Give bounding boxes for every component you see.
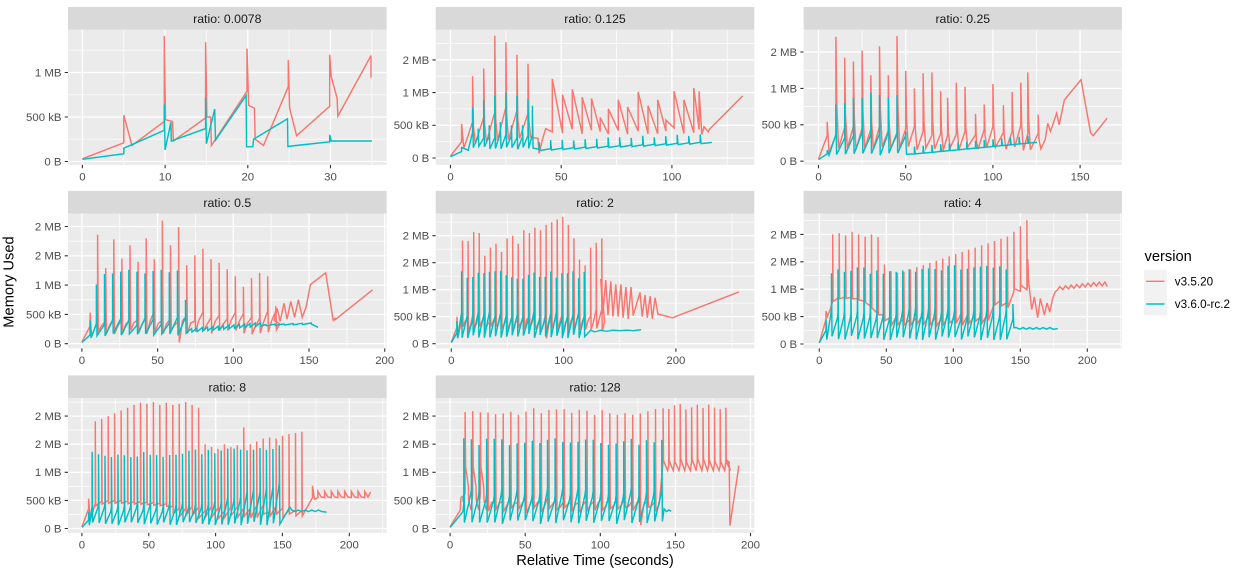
svg-text:20: 20 [241, 171, 254, 183]
svg-text:2 MB: 2 MB [35, 439, 62, 451]
svg-text:500 kB: 500 kB [762, 312, 797, 324]
svg-text:0 B: 0 B [780, 339, 797, 351]
svg-text:150: 150 [299, 355, 318, 367]
svg-text:500 kB: 500 kB [394, 312, 429, 324]
svg-text:100: 100 [944, 355, 963, 367]
svg-text:500 kB: 500 kB [26, 112, 61, 124]
svg-text:0: 0 [447, 171, 453, 183]
svg-text:ratio: 0.0078: ratio: 0.0078 [193, 12, 262, 26]
svg-text:version: version [1145, 249, 1192, 265]
svg-text:v3.5.20: v3.5.20 [1175, 275, 1214, 288]
svg-text:200: 200 [375, 355, 394, 367]
svg-text:0: 0 [79, 171, 85, 183]
svg-text:2 MB: 2 MB [403, 231, 430, 243]
svg-text:0: 0 [79, 355, 85, 367]
svg-text:0: 0 [448, 355, 454, 367]
svg-text:0 B: 0 B [780, 156, 797, 168]
svg-text:0 B: 0 B [44, 339, 61, 351]
svg-text:100: 100 [591, 539, 610, 551]
svg-text:200: 200 [741, 539, 760, 551]
svg-text:1 MB: 1 MB [771, 284, 798, 296]
svg-text:500 kB: 500 kB [26, 495, 61, 507]
svg-text:200: 200 [340, 539, 359, 551]
svg-text:2 MB: 2 MB [771, 229, 798, 241]
svg-text:500 kB: 500 kB [26, 309, 61, 321]
svg-text:1 MB: 1 MB [403, 285, 430, 297]
svg-text:2 MB: 2 MB [35, 411, 62, 423]
svg-text:100: 100 [554, 355, 573, 367]
svg-text:2 MB: 2 MB [403, 439, 430, 451]
svg-text:50: 50 [899, 171, 912, 183]
svg-text:150: 150 [1011, 355, 1030, 367]
svg-text:150: 150 [273, 539, 292, 551]
svg-text:ratio: 128: ratio: 128 [569, 380, 620, 394]
svg-text:1 MB: 1 MB [35, 280, 62, 292]
svg-text:50: 50 [880, 355, 893, 367]
svg-text:50: 50 [519, 539, 532, 551]
svg-text:0 B: 0 B [44, 523, 61, 535]
svg-text:0 B: 0 B [412, 523, 429, 535]
svg-text:Memory Used: Memory Used [2, 236, 18, 327]
svg-text:500 kB: 500 kB [394, 120, 429, 132]
svg-text:ratio: 0.5: ratio: 0.5 [203, 196, 251, 210]
svg-text:0 B: 0 B [412, 339, 429, 351]
svg-text:2 MB: 2 MB [403, 55, 430, 67]
svg-text:1 MB: 1 MB [403, 88, 430, 100]
svg-text:10: 10 [159, 171, 172, 183]
svg-text:1 MB: 1 MB [35, 67, 62, 79]
svg-text:Relative Time (seconds): Relative Time (seconds) [516, 553, 674, 569]
svg-text:200: 200 [666, 355, 685, 367]
svg-text:500 kB: 500 kB [394, 495, 429, 507]
svg-text:ratio: 8: ratio: 8 [209, 380, 247, 394]
svg-text:500 kB: 500 kB [762, 120, 797, 132]
svg-text:2 MB: 2 MB [771, 47, 798, 59]
svg-text:ratio: 2: ratio: 2 [576, 196, 614, 210]
svg-text:100: 100 [224, 355, 243, 367]
svg-text:150: 150 [1071, 171, 1090, 183]
svg-text:2 MB: 2 MB [403, 258, 430, 270]
svg-text:0: 0 [815, 171, 821, 183]
svg-text:0: 0 [79, 539, 85, 551]
svg-text:100: 100 [662, 171, 681, 183]
svg-text:2 MB: 2 MB [35, 251, 62, 263]
svg-text:50: 50 [151, 355, 164, 367]
svg-text:2 MB: 2 MB [403, 411, 430, 423]
svg-text:200: 200 [1078, 355, 1097, 367]
svg-text:ratio: 0.25: ratio: 0.25 [935, 12, 990, 26]
svg-text:2 MB: 2 MB [35, 221, 62, 233]
svg-text:0 B: 0 B [44, 156, 61, 168]
svg-text:0: 0 [816, 355, 822, 367]
svg-text:v3.6.0-rc.2: v3.6.0-rc.2 [1175, 298, 1230, 311]
svg-text:50: 50 [555, 171, 568, 183]
svg-text:50: 50 [142, 539, 155, 551]
svg-text:1 MB: 1 MB [403, 467, 430, 479]
svg-text:1 MB: 1 MB [35, 467, 62, 479]
svg-text:2 MB: 2 MB [771, 257, 798, 269]
svg-text:ratio: 4: ratio: 4 [944, 196, 982, 210]
svg-text:ratio: 0.125: ratio: 0.125 [564, 12, 626, 26]
svg-text:0 B: 0 B [412, 153, 429, 165]
svg-text:100: 100 [206, 539, 225, 551]
svg-text:30: 30 [324, 171, 337, 183]
svg-text:1 MB: 1 MB [771, 83, 798, 95]
svg-text:0: 0 [447, 539, 453, 551]
svg-text:100: 100 [983, 171, 1002, 183]
svg-text:150: 150 [666, 539, 685, 551]
